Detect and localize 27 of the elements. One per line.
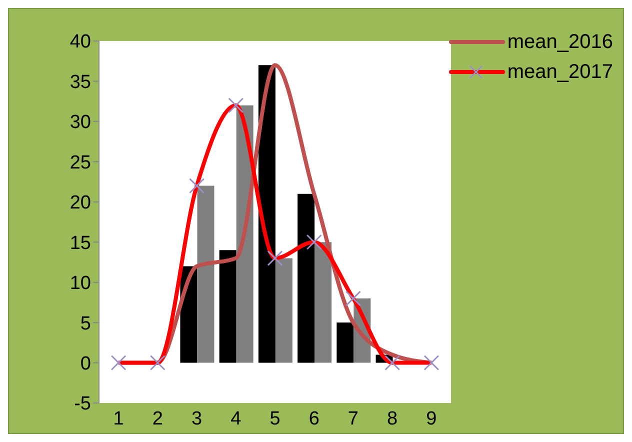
y-tick-label: 20 <box>70 192 91 214</box>
bar <box>336 322 354 363</box>
bar <box>219 250 236 363</box>
x-tick-label: 6 <box>308 408 320 430</box>
x-tick-label: 5 <box>270 408 280 430</box>
x-tick-label: 4 <box>230 408 242 430</box>
y-tick-label: 35 <box>70 72 91 93</box>
y-tick-label: 5 <box>80 313 91 334</box>
bar <box>298 194 315 363</box>
x-tick-label: 3 <box>191 408 202 430</box>
y-tick-label: 30 <box>70 112 91 134</box>
bar <box>314 242 332 363</box>
y-tick-label: -5 <box>74 394 91 415</box>
x-tick-label: 2 <box>152 408 163 430</box>
x-tick-label: 1 <box>113 408 124 430</box>
y-tick-label: 0 <box>80 354 91 375</box>
x-tick-label: 7 <box>348 408 359 430</box>
legend-label: mean_2016 <box>507 30 613 54</box>
bar <box>197 186 214 363</box>
y-tick-label: 25 <box>70 152 91 174</box>
legend-label: mean_2017 <box>507 60 613 84</box>
x-tick-label: 8 <box>387 408 398 430</box>
x-tick-label: 9 <box>426 408 437 430</box>
y-tick-label: 15 <box>70 232 91 254</box>
y-tick-label: 40 <box>70 32 91 53</box>
bar <box>275 258 292 363</box>
y-tick-label: 10 <box>70 273 91 294</box>
